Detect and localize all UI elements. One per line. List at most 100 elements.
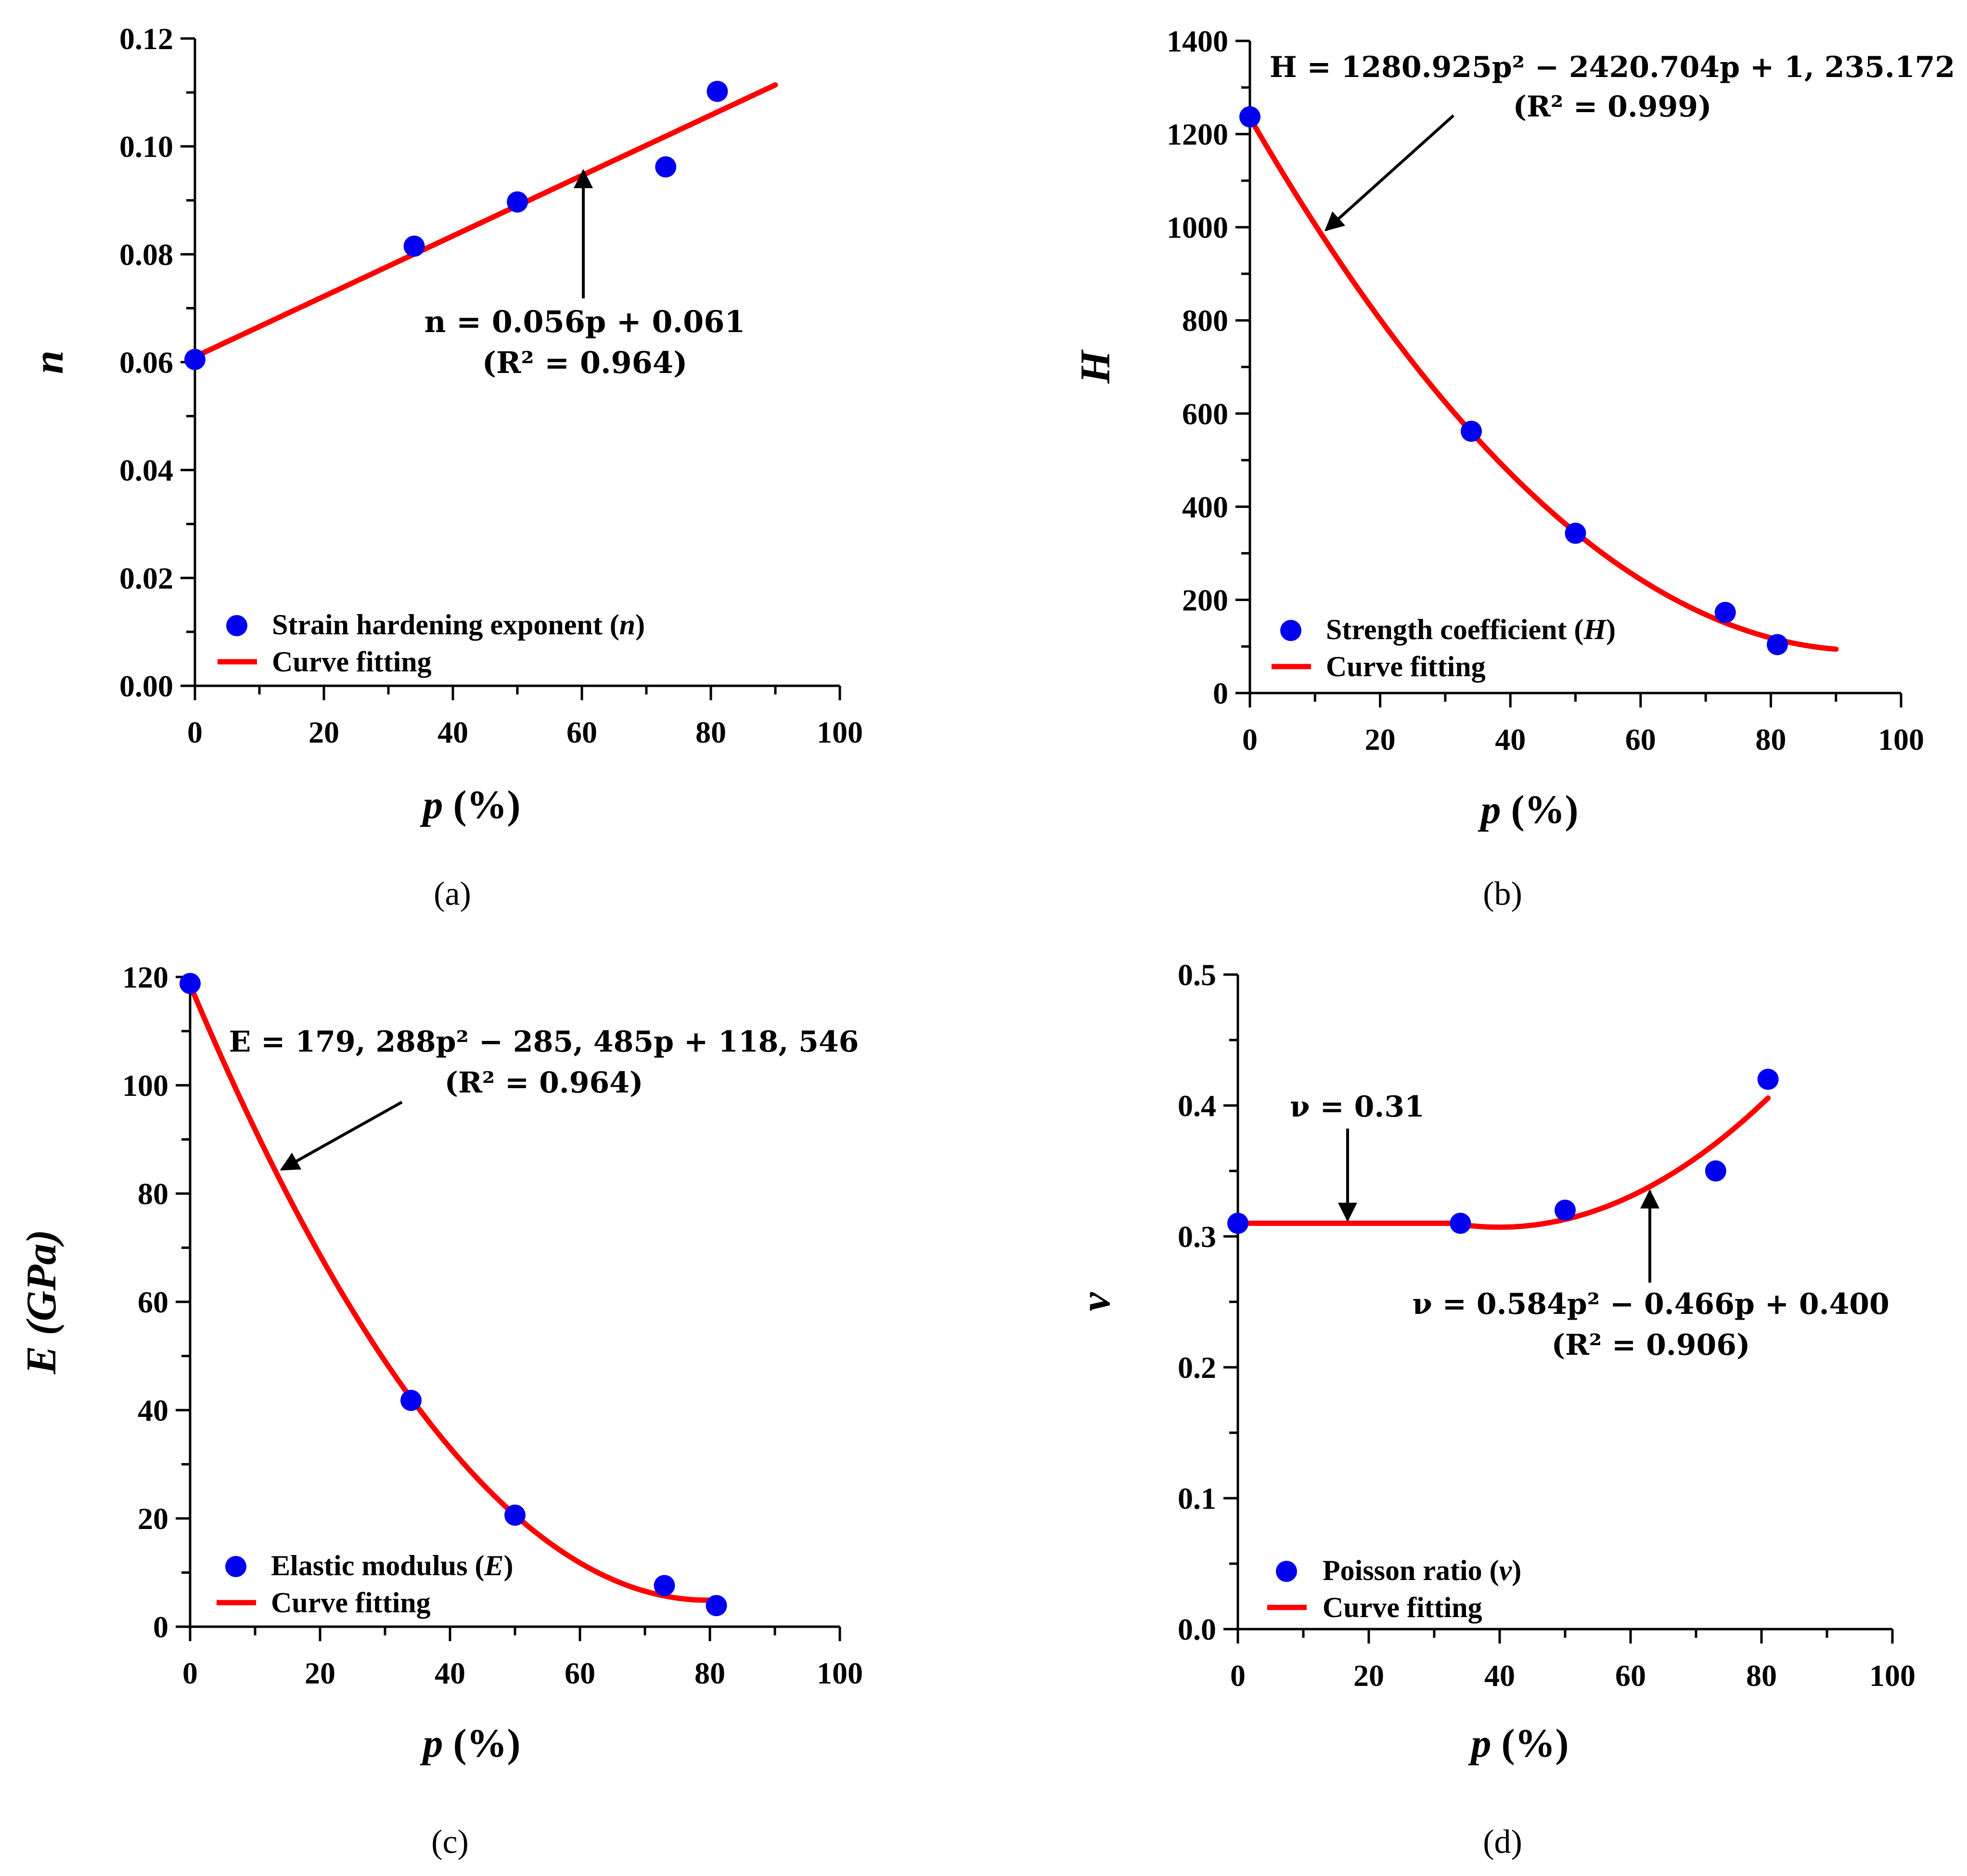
y-tick-label: 0	[1213, 676, 1228, 710]
x-axis-unit: (%)	[1491, 1721, 1569, 1766]
y-tick-label: 0.02	[119, 561, 173, 595]
y-axis-label: H	[1072, 349, 1119, 384]
chart-panel-b: 0 20 40 60 80 1000200400600800100012001400Str…	[1072, 24, 1955, 912]
data-point	[403, 235, 425, 257]
y-tick-label: 0.3	[1178, 1220, 1216, 1254]
annotation-arrow	[1324, 114, 1455, 231]
x-tick-label: 60	[566, 715, 597, 749]
x-tick-label: 20	[305, 1656, 335, 1690]
x-tick-label: 100	[817, 715, 863, 749]
y-tick-label: 0.08	[119, 237, 173, 271]
y-tick-label: 80	[138, 1177, 168, 1211]
equation-const: ν = 0.31	[1290, 1090, 1425, 1124]
legend-label-line: Curve fitting	[271, 1587, 431, 1619]
x-tick-label: 80	[1746, 1658, 1777, 1693]
x-tick-label: 40	[1495, 722, 1526, 757]
data-point	[1565, 523, 1586, 544]
equation-r2: (R² = 0.964)	[445, 1066, 643, 1100]
legend-label-marker: Elastic modulus (E)	[271, 1550, 513, 1581]
panel-label: (b)	[1483, 875, 1522, 912]
legend-text: Poisson ratio (	[1323, 1555, 1499, 1586]
x-tick-label: 0	[182, 1656, 198, 1690]
x-tick-label: 100	[1878, 722, 1924, 757]
chart-panel-a: 0 20 40 60 80 100 0.00 0.02 0.04 0.06 0.08 0.10 0.12…	[26, 22, 863, 912]
x-tick-label: 80	[695, 715, 726, 749]
x-axis-label: p (%)	[420, 783, 521, 827]
equation-r2: (R² = 0.906)	[1552, 1328, 1750, 1362]
data-point	[1757, 1068, 1779, 1090]
legend-label-line: Curve fitting	[272, 646, 432, 678]
fit-curve	[192, 82, 778, 360]
panel-label: (c)	[431, 1824, 469, 1861]
legend-close: )	[503, 1550, 513, 1581]
data-point	[1555, 1199, 1576, 1221]
data-point	[654, 1575, 675, 1596]
y-tick-label: 0.04	[119, 453, 173, 488]
y-tick-label: 0.06	[119, 346, 173, 380]
data-point	[1450, 1212, 1471, 1234]
legend-text: Strength coefficient (	[1326, 614, 1583, 645]
y-tick-label: 0.1	[1178, 1481, 1216, 1516]
x-axis-var: p	[1478, 787, 1501, 832]
x-tick-label: 40	[437, 715, 468, 749]
legend-close: )	[1512, 1555, 1521, 1586]
x-axis-label: p (%)	[1468, 1721, 1569, 1766]
x-axis-var: p	[420, 1721, 443, 1766]
y-tick-label: 0.4	[1178, 1089, 1216, 1123]
legend-var: E	[484, 1550, 503, 1581]
data-point	[1461, 421, 1482, 442]
fit-curve	[187, 982, 719, 1603]
x-tick-label: 20	[1365, 722, 1396, 757]
x-tick-label: 0	[1242, 722, 1258, 757]
legend-marker	[1276, 1561, 1297, 1582]
panel-label: (d)	[1483, 1824, 1522, 1861]
equation-text: E = 179, 288p² − 285, 485p + 118, 546	[229, 1025, 859, 1059]
y-tick-label: 0.12	[119, 22, 173, 56]
legend-var: H	[1583, 614, 1607, 645]
x-axis-label: p (%)	[1478, 787, 1579, 832]
legend-marker	[1280, 620, 1301, 641]
equation-text: H = 1280.925p² − 2420.704p + 1, 235.172	[1270, 51, 1955, 84]
data-point	[184, 348, 206, 370]
y-tick-label: 0.0	[1178, 1612, 1216, 1646]
y-tick-label: 100	[122, 1068, 168, 1103]
equation-text: ν = 0.584p² − 0.466p + 0.400	[1412, 1287, 1890, 1321]
x-tick-label: 0	[187, 715, 203, 749]
legend-var: ν	[1499, 1555, 1513, 1586]
x-axis-label: p (%)	[420, 1721, 521, 1766]
y-tick-label: 120	[122, 960, 168, 994]
y-tick-label: 0	[153, 1610, 168, 1644]
legend-text: Strain hardening exponent (	[272, 609, 619, 641]
x-tick-label: 40	[1484, 1658, 1515, 1693]
x-axis-var: p	[1468, 1721, 1491, 1766]
data-point	[1705, 1160, 1726, 1182]
y-tick-label: 600	[1182, 397, 1228, 431]
panel-label: (a)	[434, 875, 471, 912]
legend-label-line: Curve fitting	[1326, 651, 1486, 682]
y-tick-label: 1000	[1167, 210, 1228, 244]
legend-label-marker: Strain hardening exponent (n)	[272, 609, 645, 641]
annotation-arrow	[280, 1101, 403, 1171]
legend-marker	[225, 1556, 246, 1577]
y-tick-label: 1400	[1167, 24, 1228, 58]
x-tick-label: 0	[1230, 1658, 1246, 1693]
fit-curve	[1235, 1095, 1771, 1230]
equation-r2: (R² = 0.999)	[1513, 90, 1712, 124]
data-point	[504, 1504, 526, 1526]
legend-label-marker: Strength coefficient (H)	[1326, 614, 1616, 645]
y-tick-label: 0.2	[1178, 1350, 1216, 1385]
y-tick-label: 800	[1182, 304, 1228, 338]
x-tick-label: 100	[817, 1656, 863, 1690]
x-tick-label: 60	[1615, 1658, 1646, 1693]
x-axis-unit: (%)	[443, 783, 521, 827]
y-axis-label: n	[26, 350, 72, 374]
legend-marker	[226, 615, 247, 636]
data-point	[655, 156, 677, 178]
y-tick-label: 0.10	[119, 129, 173, 164]
data-point	[706, 1595, 727, 1617]
x-tick-label: 60	[1625, 722, 1656, 757]
data-point	[1239, 106, 1260, 128]
y-tick-label: 400	[1182, 490, 1228, 524]
x-tick-label: 40	[435, 1656, 465, 1690]
x-tick-label: 60	[565, 1656, 595, 1690]
